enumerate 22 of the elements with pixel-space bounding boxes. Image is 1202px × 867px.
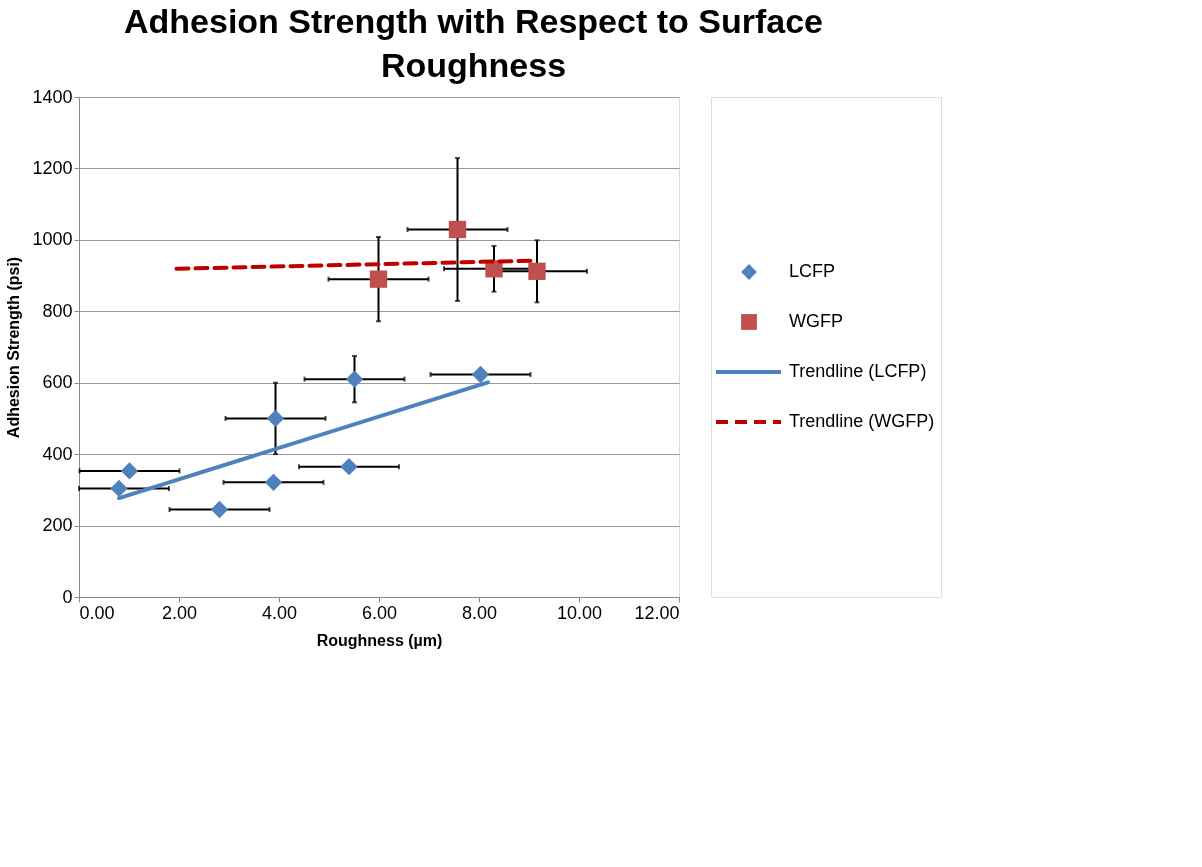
- y-tick-label: 800: [42, 300, 73, 321]
- y-axis-title: Adhesion Strength (psi): [5, 256, 23, 439]
- x-tick-label: 12.00: [634, 602, 680, 623]
- x-tick-label: 2.00: [161, 602, 198, 623]
- x-tick-label: 10.00: [556, 602, 603, 623]
- y-tick-label: 600: [42, 372, 73, 393]
- x-tick-label: 6.00: [361, 602, 398, 623]
- x-tick-label: 0.00: [79, 602, 115, 623]
- legend-label: LCFP: [789, 261, 836, 281]
- legend-label: Trendline (WGFP): [789, 411, 935, 431]
- y-tick-label: 200: [42, 515, 73, 536]
- y-tick-label: 400: [42, 443, 73, 464]
- chart-title: Adhesion Strength with Respect to Surface Roughness: [123, 1, 823, 84]
- legend-label: Trendline (LCFP): [789, 361, 927, 381]
- y-tick-label: 1400: [32, 86, 73, 107]
- y-tick-label: 0: [62, 586, 73, 607]
- x-tick-label: 8.00: [461, 602, 498, 623]
- legend-label: WGFP: [789, 311, 843, 331]
- x-axis-title: Roughness (µm): [316, 631, 443, 649]
- y-tick-label: 1000: [32, 229, 73, 250]
- x-tick-label: 4.00: [261, 602, 298, 623]
- y-tick-label: 1200: [32, 157, 73, 178]
